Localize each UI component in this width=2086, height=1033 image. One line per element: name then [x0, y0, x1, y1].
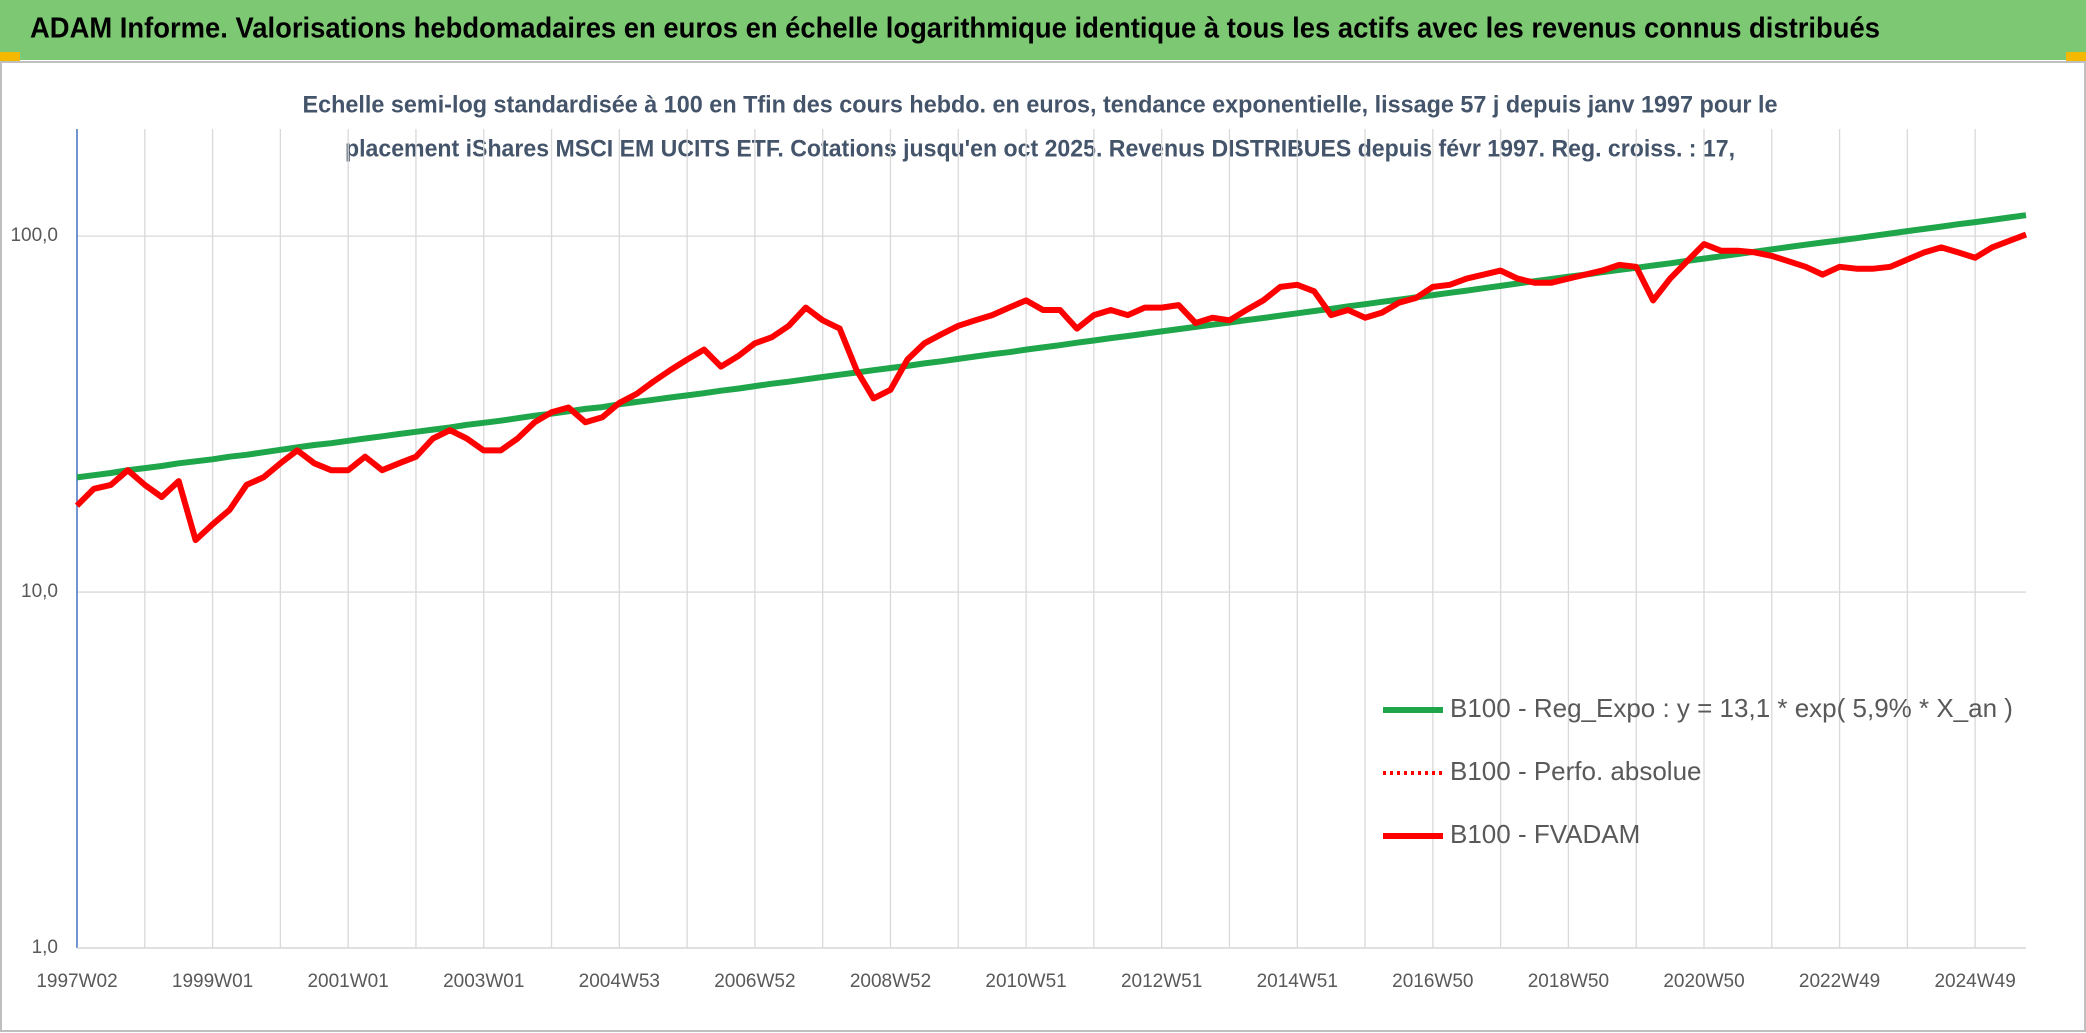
x-tick-label: 2006W52	[714, 971, 795, 992]
subtitle: Echelle semi-log standardisée à 100 en T…	[303, 91, 1778, 118]
x-tick-label: 2020W50	[1663, 971, 1744, 992]
series-line	[76, 212, 2027, 481]
x-tick-label: 2016W50	[1392, 971, 1473, 992]
x-tick-label: 2022W49	[1799, 971, 1880, 992]
y-tick-label: 100,0	[10, 225, 58, 246]
y-tick-label: 1,0	[32, 937, 58, 958]
corner	[0, 52, 20, 62]
corner	[2066, 52, 2086, 62]
x-tick-label: 2018W50	[1528, 971, 1609, 992]
x-tick-label: 2014W51	[1257, 971, 1338, 992]
header-bar	[0, 0, 2086, 60]
chart-frame	[0, 61, 2086, 1032]
x-tick-label: 2003W01	[443, 971, 524, 992]
legend-label: B100 - Reg_Expo : y = 13,1 * exp( 5,9% *…	[1450, 693, 2013, 723]
x-tick-label: 1999W01	[172, 971, 253, 992]
x-tick-label: 2024W49	[1934, 971, 2015, 992]
subtitle: placement iShares MSCI EM UCITS ETF. Cot…	[345, 135, 1735, 162]
chart-title: ADAM Informe. Valorisations hebdomadaire…	[30, 13, 1880, 45]
x-tick-label: 2010W51	[985, 971, 1066, 992]
series-line	[75, 232, 2027, 543]
y-tick-label: 10,0	[21, 581, 58, 602]
legend-label: B100 - FVADAM	[1450, 819, 1640, 849]
series-line	[74, 231, 2028, 544]
x-tick-label: 2008W52	[850, 971, 931, 992]
x-tick-label: 2001W01	[307, 971, 388, 992]
x-tick-label: 2004W53	[579, 971, 660, 992]
x-tick-label: 1997W02	[36, 971, 117, 992]
x-tick-label: 2012W51	[1121, 971, 1202, 992]
legend-label: B100 - Perfo. absolue	[1450, 756, 1702, 786]
